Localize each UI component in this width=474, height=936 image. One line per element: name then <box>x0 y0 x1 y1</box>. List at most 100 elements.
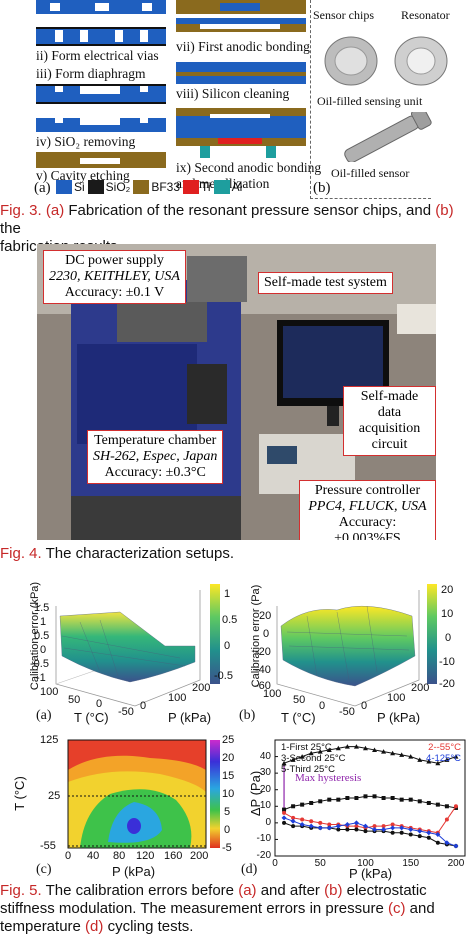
panel-label-d: (d) <box>241 862 258 877</box>
caption-fig-number: Fig. 5. <box>0 882 42 899</box>
panel-label-b: (b) <box>239 708 256 723</box>
series-1-point <box>345 796 350 800</box>
series-2-point <box>354 824 359 829</box>
series-4-point <box>426 830 432 836</box>
series-1-point <box>327 797 332 802</box>
y-tick: -20 <box>256 850 271 861</box>
t-tick: -50 <box>118 706 134 718</box>
label-temperature-chamber: Temperature chamber SH-262, Espec, Japan… <box>87 430 224 484</box>
caption-fig-number: Fig. 4. <box>0 545 42 562</box>
y-tick: 40 <box>259 750 271 762</box>
t-tick: 50 <box>68 694 81 706</box>
z-tick: 0 <box>40 644 47 656</box>
axis-label-t: T (°C) <box>281 710 316 725</box>
p-tick: 0 <box>140 700 147 712</box>
series-4-point <box>353 820 359 826</box>
legend-si: Si <box>56 180 85 194</box>
colorbar-tick: -5 <box>222 842 232 854</box>
x-tick: 40 <box>87 850 100 862</box>
p-tick: 200 <box>411 682 430 694</box>
colorbar-tick: 25 <box>222 734 235 746</box>
series-2-point <box>390 822 395 827</box>
fig3-panel-a: ii) Form electrical vias iii) Form diaph… <box>0 0 321 198</box>
series-5-point <box>353 744 359 749</box>
material-legend: Si SiO₂ BF33 Ti Al <box>56 180 245 194</box>
y-tick: 125 <box>40 734 59 746</box>
series-1-point <box>408 797 413 802</box>
colorbar-tick: -20 <box>439 678 455 690</box>
series-1-point <box>381 796 386 800</box>
y-tick: 25 <box>48 790 61 802</box>
series-2-point <box>327 822 332 827</box>
series-1-point <box>390 796 395 800</box>
label-test-system: Self-made test system <box>258 272 393 294</box>
x-tick: 160 <box>164 850 183 862</box>
label-oil-sensor: Oil-filled sensor <box>331 166 410 180</box>
series-1-point <box>282 807 287 812</box>
axis-label-x: P (kPa) <box>112 864 156 879</box>
step-vii-schematic <box>176 18 306 32</box>
label-pressure-controller: Pressure controller PPC4, FLUCK, USA Acc… <box>299 480 436 540</box>
series-4-point <box>344 822 350 828</box>
series-4-point <box>372 826 378 832</box>
y-tick: 20 <box>259 783 271 795</box>
step-label: viii) Silicon cleaning <box>176 86 290 101</box>
series-1-point <box>309 800 314 805</box>
z-tick: -60 <box>255 680 271 692</box>
series-5-point <box>372 747 378 752</box>
step-viii-schematic <box>176 62 306 84</box>
colorbar-tick: 10 <box>441 608 454 620</box>
label-oil-unit: Oil-filled sensing unit <box>317 94 423 108</box>
t-tick: 0 <box>96 698 103 710</box>
series-5-point <box>381 749 387 754</box>
series-3-point <box>345 827 350 832</box>
series-5-point <box>435 760 441 766</box>
fig5-panel-d: ΔP (Pa) 40 30 20 10 0 -10 -20 0 50 100 150 200 P (… <box>237 730 474 881</box>
series-3-point <box>363 829 368 834</box>
z-tick: 1 <box>40 616 47 628</box>
series-2-point <box>453 804 458 809</box>
z-tick: 1.5 <box>34 602 50 614</box>
step-v-schematic <box>36 152 166 168</box>
series-2-point <box>300 817 305 822</box>
colorbar-tick: -0.5 <box>214 670 233 682</box>
step-i-schematic <box>36 0 166 14</box>
panel-label-a: (a) <box>34 180 51 196</box>
colorbar-tick: 15 <box>222 770 235 782</box>
step-label: iv) SiO₂ removing <box>36 134 136 149</box>
series-5-point <box>362 745 368 751</box>
y-tick: 0 <box>265 816 271 828</box>
x-tick: 80 <box>113 850 126 862</box>
series-4-point <box>408 826 414 832</box>
series-1-point <box>444 804 449 809</box>
series-2-point <box>282 810 287 815</box>
y-tick: 30 <box>259 767 271 779</box>
step-ix-schematic <box>176 108 306 158</box>
colorbar-tick: 0 <box>224 824 231 836</box>
p-tick: 200 <box>192 682 211 694</box>
z-tick: -20 <box>255 646 271 658</box>
fig5-panel-c: T (°C) 125 25 -55 0 40 80 120 160 200 P … <box>0 730 237 880</box>
series-4-point <box>453 843 459 849</box>
series-2-point <box>318 820 323 825</box>
fabrication-diagram <box>36 0 306 168</box>
p-tick: 0 <box>361 700 368 712</box>
colorbar-tick: 0 <box>445 632 452 644</box>
fig4-photo: DC power supply 2230, KEITHLEY, USA Accu… <box>37 244 436 540</box>
series-5-point <box>408 754 414 759</box>
legend-series-3: 3-Second 25°C <box>281 753 346 764</box>
t-tick: 50 <box>293 694 306 706</box>
step-ii-schematic <box>36 27 166 46</box>
p-tick: 100 <box>168 692 187 704</box>
series-2-point <box>444 817 449 822</box>
series-4-point <box>417 828 423 834</box>
hysteresis-line-chart <box>274 739 466 857</box>
z-tick: -1 <box>36 672 46 684</box>
series-2-point <box>291 815 296 820</box>
colorbar-tick: 10 <box>222 788 235 800</box>
x-tick: 100 <box>357 858 374 869</box>
label-daq-circuit: Self-made data acquisition circuit <box>343 386 436 456</box>
series-1-point <box>291 804 296 809</box>
colorbar-tick: 0.5 <box>222 614 238 626</box>
series-4-point <box>399 825 405 831</box>
